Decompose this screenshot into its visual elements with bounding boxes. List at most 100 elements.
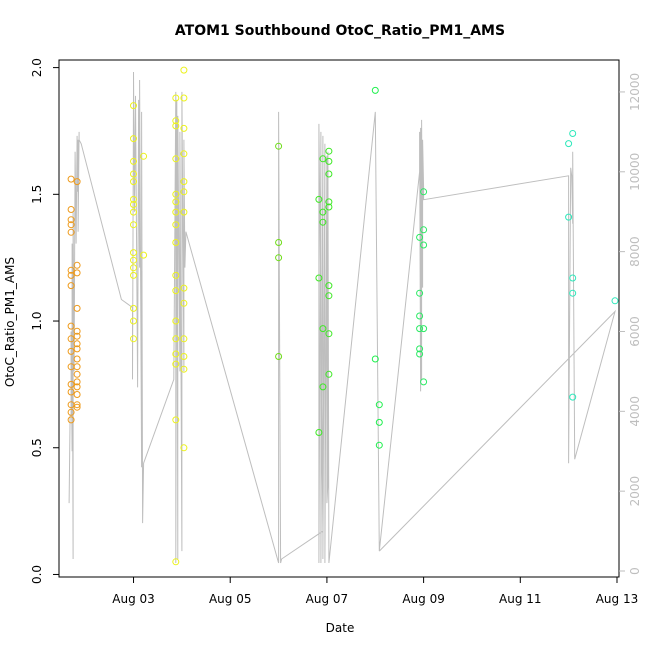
x-tick-label: Aug 11 [499,592,542,606]
data-point [73,401,81,409]
x-axis: Aug 03 Aug 05 Aug 07 Aug 09 Aug 11 Aug 13 [112,577,638,606]
data-point [67,322,75,330]
data-point [180,365,188,373]
data-point [420,226,428,234]
data-point [73,340,81,348]
data-point [319,325,327,333]
data-point [130,102,137,110]
data-point [180,284,188,292]
data-point [130,317,137,325]
y2-tick-label: 10000 [628,153,642,191]
data-point [130,195,137,203]
y2-tick-label: 6000 [628,316,642,347]
data-point [73,345,81,353]
y-tick-label: 1.0 [30,311,44,330]
data-point [172,94,180,102]
data-point [416,312,424,320]
data-point [172,198,180,206]
data-point [315,195,323,203]
x-tick-label: Aug 03 [112,592,155,606]
data-point [130,271,137,279]
data-point [73,332,81,340]
data-point [73,378,81,386]
data-point [130,221,137,229]
data-point [275,353,283,360]
x-tick-label: Aug 13 [596,592,639,606]
data-point [420,241,428,249]
data-point [73,403,81,411]
data-point [611,297,619,305]
points-layer [67,66,619,566]
y2-tick-label: 2000 [628,476,642,507]
data-point [172,117,180,125]
data-point [73,383,81,391]
data-point [319,383,327,391]
y2-tick-label: 4000 [628,396,642,427]
data-point [73,178,81,186]
data-point [319,218,327,226]
data-point [325,292,333,300]
data-point [67,266,75,274]
data-point [73,370,81,378]
y2-axis: 0 2000 4000 6000 8000 10000 12000 [619,73,642,575]
data-point [172,155,180,163]
data-point [275,142,283,150]
y2-tick-label: 0 [628,567,642,575]
data-point [416,233,424,241]
data-point [180,150,188,158]
data-point [172,271,180,279]
data-point [325,282,333,290]
data-point [375,401,383,409]
data-point [180,353,188,360]
data-point [73,355,81,363]
data-point [130,157,137,165]
data-point [325,157,333,165]
data-point [180,94,188,102]
data-point [67,282,75,290]
data-point [172,190,180,198]
data-point [319,155,327,163]
data-point [172,208,180,216]
chart-title: ATOM1 Southbound OtoC_Ratio_PM1_AMS [175,23,505,39]
data-point [416,350,424,358]
data-point [565,140,573,148]
y2-tick-label: 12000 [628,73,642,111]
data-point [315,429,323,436]
data-point [569,130,577,137]
data-point [180,66,188,74]
data-point [569,393,577,401]
data-point [67,347,75,355]
data-point [569,274,577,282]
data-point [73,269,81,277]
data-point [172,335,180,343]
data-point [67,335,75,343]
data-point [420,188,428,196]
data-point [73,327,81,335]
data-point [371,86,379,94]
data-point [67,221,75,229]
data-point [375,441,383,449]
y2-tick-label: 8000 [628,236,642,267]
data-point [319,208,327,216]
data-point [180,124,188,132]
data-point [73,391,81,398]
data-point [172,416,180,424]
secondary-line-layer [68,71,616,564]
data-point [325,170,333,178]
data-point [73,304,81,312]
data-point [315,274,323,282]
y-tick-label: 2.0 [30,58,44,77]
data-point [130,208,137,216]
data-point [130,201,137,208]
data-point [67,408,75,416]
data-point [565,213,573,221]
data-point [172,221,180,229]
data-point [325,203,333,211]
data-point [180,299,188,307]
plot-frame [58,59,620,578]
data-point [130,264,137,272]
y-tick-label: 0.5 [30,438,44,457]
data-point [325,330,333,338]
data-point [130,178,137,186]
